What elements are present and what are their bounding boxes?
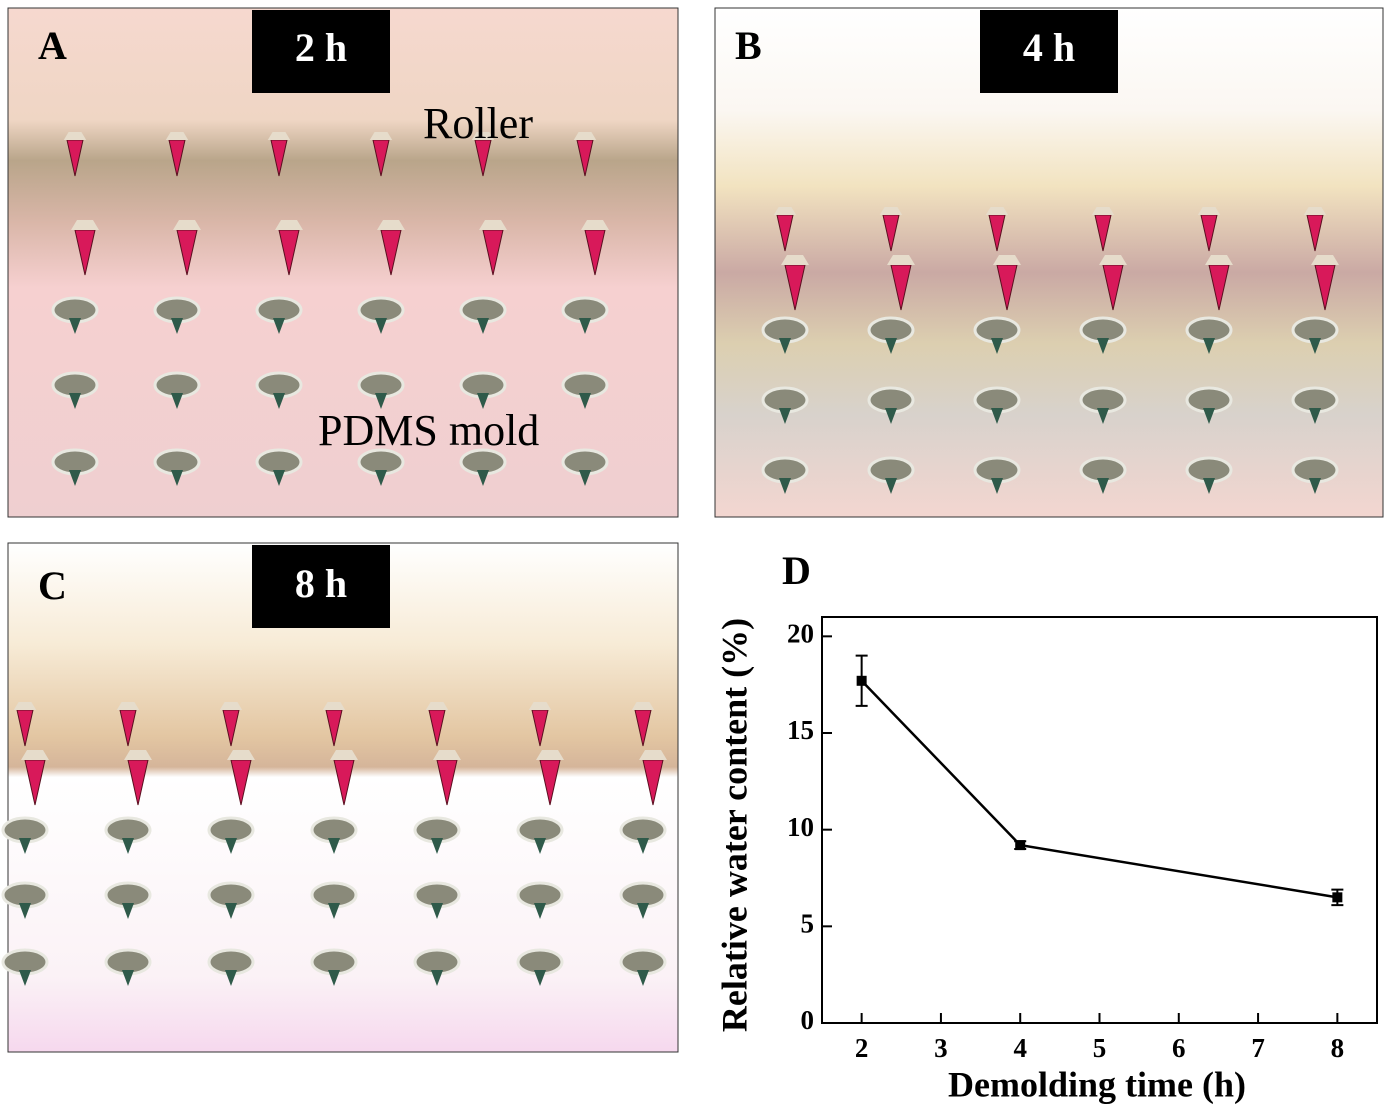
time-label: 4 h [1023, 25, 1075, 70]
y-tick-label: 5 [801, 909, 815, 939]
plot-frame [822, 617, 1377, 1023]
x-tick-label: 5 [1093, 1033, 1107, 1063]
y-axis-title: Relative water content (%) [714, 618, 754, 1032]
y-tick-label: 0 [801, 1005, 815, 1035]
y-tick-label: 20 [787, 619, 814, 649]
figure: A 2 h Roller PDMS mold B 4 h C 8 h D Dem… [0, 0, 1385, 1116]
x-axis-title: Demolding time (h) [948, 1064, 1246, 1104]
panel-letter: C [38, 563, 67, 608]
photo-label: PDMS mold [318, 406, 539, 455]
data-point [857, 676, 867, 686]
panel-letter: D [782, 548, 811, 593]
y-tick-label: 10 [787, 812, 814, 842]
time-label: 2 h [295, 25, 347, 70]
x-tick-label: 2 [855, 1033, 869, 1063]
data-line [862, 681, 1338, 898]
x-tick-label: 4 [1013, 1033, 1027, 1063]
data-point [1015, 840, 1025, 850]
panel-letter: A [38, 23, 67, 68]
panel-letter: B [735, 23, 762, 68]
x-tick-label: 7 [1251, 1033, 1265, 1063]
x-tick-label: 8 [1331, 1033, 1345, 1063]
photo-label: Roller [423, 99, 533, 148]
time-label: 8 h [295, 561, 347, 606]
x-tick-label: 6 [1172, 1033, 1186, 1063]
data-point [1332, 892, 1342, 902]
y-tick-label: 15 [787, 715, 814, 745]
photo-panels [3, 8, 1383, 1052]
x-tick-label: 3 [934, 1033, 948, 1063]
